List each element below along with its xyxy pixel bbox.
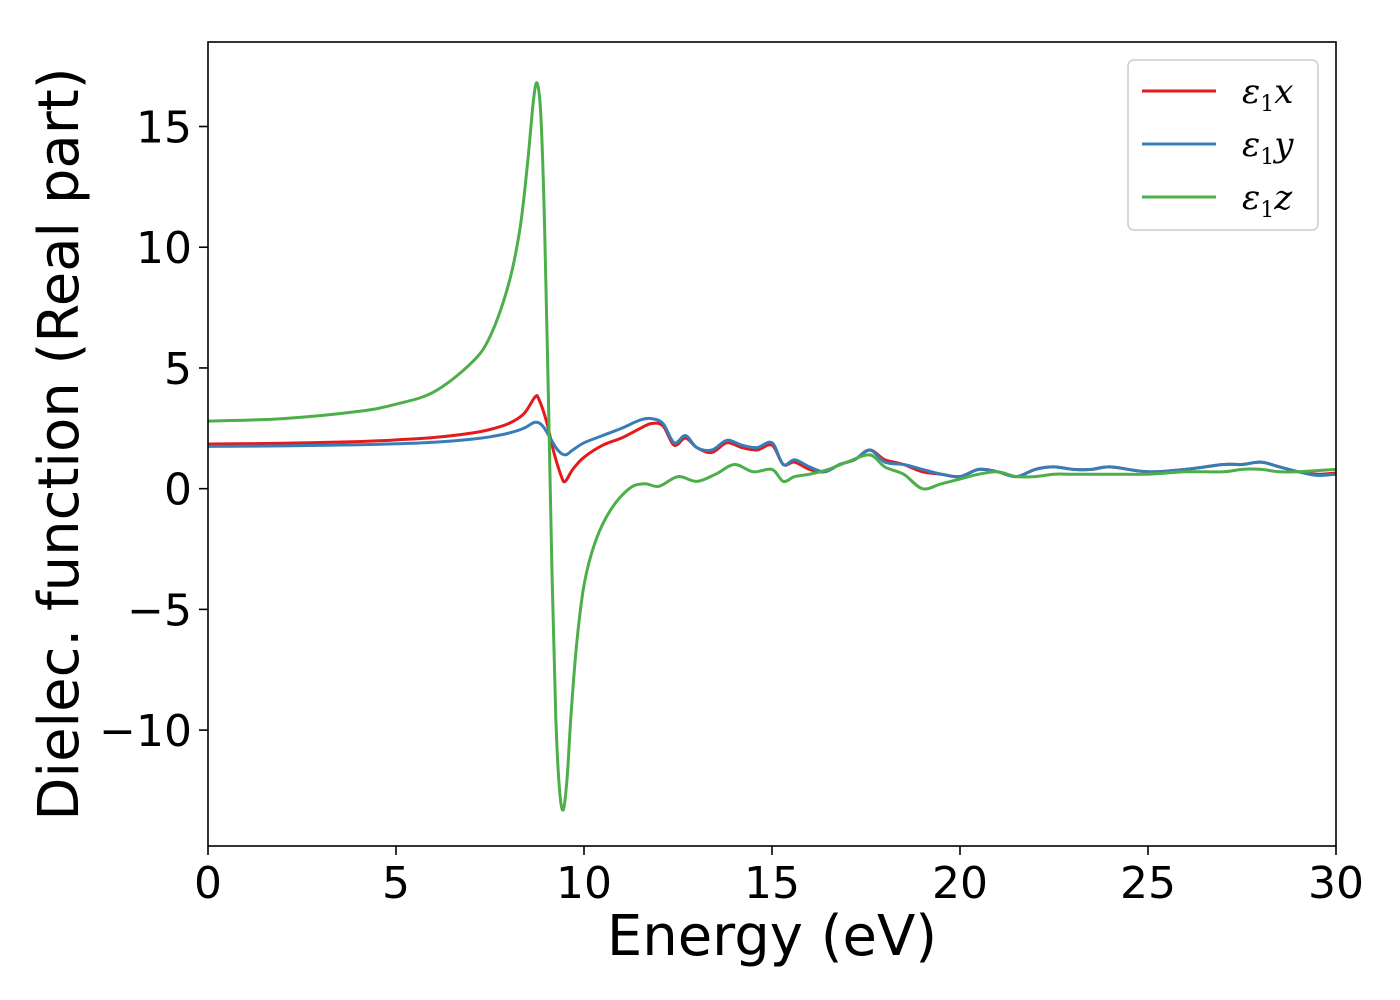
y-tick-label: 10 bbox=[136, 223, 192, 274]
y-tick-label: −5 bbox=[127, 585, 192, 636]
series-line-2 bbox=[208, 416, 1336, 479]
y-tick-label: 15 bbox=[136, 103, 192, 154]
x-tick-label: 0 bbox=[194, 858, 222, 909]
y-axis-ticks: −10 −5 0 5 10 15 bbox=[99, 103, 208, 757]
legend: ε1x ε1y ε1z bbox=[1127, 59, 1319, 231]
x-axis-ticks: 0 5 10 15 20 25 30 bbox=[194, 846, 1364, 909]
x-tick-label: 30 bbox=[1308, 858, 1364, 909]
legend-label-2: ε1y bbox=[1242, 125, 1294, 170]
y-tick-label: −10 bbox=[99, 706, 192, 757]
y-axis-label: Dielec. function (Real part) bbox=[27, 67, 92, 820]
x-tick-label: 10 bbox=[556, 858, 612, 909]
x-tick-label: 15 bbox=[744, 858, 800, 909]
y-tick-label: 5 bbox=[164, 344, 192, 395]
series-layer bbox=[208, 81, 1336, 812]
legend-box bbox=[1127, 59, 1319, 231]
x-tick-label: 25 bbox=[1120, 858, 1176, 909]
y-tick-label: 0 bbox=[164, 465, 192, 516]
x-tick-label: 20 bbox=[932, 858, 988, 909]
legend-label-3: ε1z bbox=[1242, 178, 1293, 223]
x-tick-label: 5 bbox=[382, 858, 410, 909]
legend-label-1: ε1x bbox=[1242, 72, 1293, 117]
series-line-3 bbox=[208, 81, 1336, 812]
x-axis-label: Energy (eV) bbox=[607, 904, 937, 969]
